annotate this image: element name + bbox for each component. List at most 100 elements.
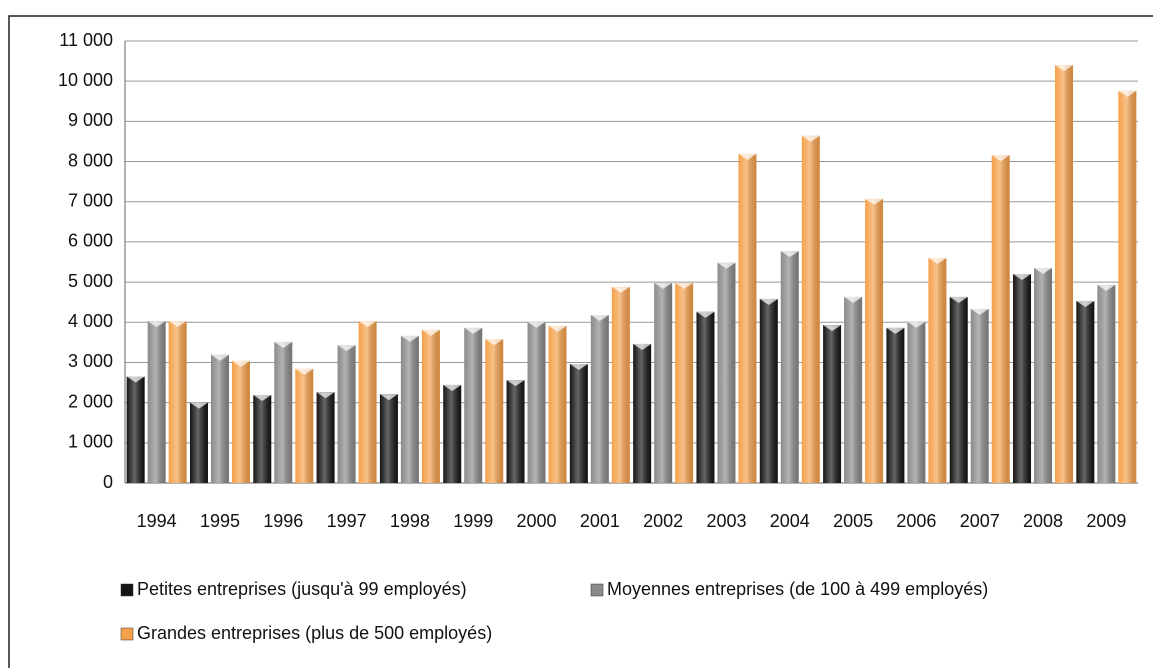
bar-shine <box>358 321 377 483</box>
bar-cap <box>780 251 799 258</box>
bar-cap <box>991 155 1010 162</box>
bar-cap <box>1013 274 1032 281</box>
bar-cap <box>1118 90 1137 97</box>
bar-shine <box>527 321 546 483</box>
bar-cap <box>823 325 842 332</box>
bar-shine <box>210 354 229 483</box>
y-tick-label: 0 <box>103 472 113 492</box>
bar-cap <box>844 296 863 303</box>
bar-cap <box>274 341 293 348</box>
bar-shine <box>675 282 694 483</box>
bar-cap <box>527 321 546 328</box>
bar-cap <box>485 339 504 346</box>
bar-shine <box>548 325 567 483</box>
x-tick-label: 2004 <box>770 511 810 531</box>
bar-shine <box>274 341 293 483</box>
bar-shine <box>865 198 884 483</box>
bar-shine <box>1013 274 1032 483</box>
bar-cap <box>949 296 968 303</box>
bar-shine <box>801 135 820 483</box>
bar-cap <box>865 198 884 205</box>
bar-shine <box>253 395 272 483</box>
bar-cap <box>569 364 588 371</box>
bar-cap <box>590 315 609 322</box>
bar-shine <box>886 327 905 483</box>
bar-cap <box>126 376 145 383</box>
bar-shine <box>231 360 250 483</box>
bar-shine <box>126 376 145 483</box>
y-tick-label: 6 000 <box>68 231 113 251</box>
x-tick-label: 2005 <box>833 511 873 531</box>
x-tick-label: 2008 <box>1023 511 1063 531</box>
y-tick-label: 10 000 <box>58 70 113 90</box>
x-tick-label: 2009 <box>1086 511 1126 531</box>
bar-cap <box>548 325 567 332</box>
x-tick-label: 1998 <box>390 511 430 531</box>
bar-shine <box>759 298 778 483</box>
bar-cap <box>1097 284 1116 291</box>
legend-label: Grandes entreprises (plus de 500 employé… <box>137 623 492 643</box>
x-tick-label: 2003 <box>706 511 746 531</box>
bar-cap <box>295 368 314 375</box>
legend-label: Petites entreprises (jusqu'à 99 employés… <box>137 579 467 599</box>
x-tick-label: 1997 <box>327 511 367 531</box>
bar-cap <box>400 335 419 342</box>
bar-shine <box>590 315 609 483</box>
bar-cap <box>337 345 356 352</box>
bar-cap <box>928 257 947 264</box>
bar-shine <box>780 251 799 483</box>
bar-shine <box>1076 300 1095 483</box>
bar-cap <box>421 329 440 336</box>
bar-cap <box>886 327 905 334</box>
bar-cap <box>1055 65 1074 72</box>
bar-shine <box>295 368 314 483</box>
bar-cap <box>1034 268 1053 275</box>
bar-shine <box>823 325 842 483</box>
bar-cap <box>1076 300 1095 307</box>
bar-shine <box>1097 284 1116 483</box>
y-tick-label: 9 000 <box>68 110 113 130</box>
bar-shine <box>569 364 588 483</box>
y-tick-label: 5 000 <box>68 271 113 291</box>
bar-shine <box>970 309 989 483</box>
bar-shine <box>633 343 652 483</box>
bar-cap <box>738 153 757 160</box>
bar-shine <box>738 153 757 484</box>
bar-shine <box>379 394 398 483</box>
y-tick-label: 11 000 <box>59 30 113 50</box>
bar-cap <box>759 298 778 305</box>
bar-shine <box>168 321 187 483</box>
bar-cap <box>611 286 630 293</box>
x-tick-label: 2000 <box>517 511 557 531</box>
bar-cap <box>907 321 926 328</box>
bar-shine <box>991 155 1010 483</box>
bar-shine <box>949 296 968 483</box>
legend-label: Moyennes entreprises (de 100 à 499 emplo… <box>607 579 988 599</box>
bar-cap <box>443 384 462 391</box>
bar-shine <box>147 321 166 483</box>
bar-cap <box>210 354 229 361</box>
bar-shine <box>696 311 715 483</box>
bar-cap <box>358 321 377 328</box>
legend-swatch <box>120 627 134 641</box>
y-tick-label: 1 000 <box>68 432 113 452</box>
bar-shine <box>1055 65 1074 483</box>
bar-shine <box>485 339 504 483</box>
y-tick-label: 7 000 <box>68 190 113 210</box>
bar-shine <box>400 335 419 483</box>
legend-swatch <box>590 583 604 597</box>
bar-cap <box>464 327 483 334</box>
x-tick-label: 2001 <box>580 511 620 531</box>
bar-cap <box>970 309 989 316</box>
bar-shine <box>928 257 947 483</box>
y-tick-label: 4 000 <box>68 311 113 331</box>
x-tick-label: 1995 <box>200 511 240 531</box>
bar-cap <box>654 282 673 289</box>
bar-shine <box>316 392 335 483</box>
bar-cap <box>147 321 166 328</box>
bar-shine <box>907 321 926 483</box>
bar-shine <box>611 286 630 483</box>
bar-shine <box>1118 90 1137 484</box>
x-tick-label: 1999 <box>453 511 493 531</box>
